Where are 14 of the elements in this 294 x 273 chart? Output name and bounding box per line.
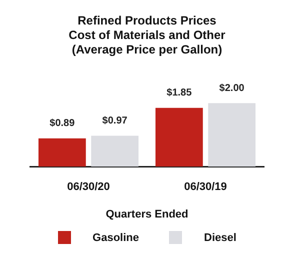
data-label: $2.00 <box>219 82 245 94</box>
bar <box>38 138 86 167</box>
chart-title: Refined Products Prices Cost of Materials and Other (Average Price per Gallon) <box>68 14 226 56</box>
x-tick-label: 06/30/19 <box>184 181 227 194</box>
bar <box>155 108 203 167</box>
legend-label: Diesel <box>204 232 236 244</box>
bar <box>91 136 139 167</box>
data-label: $0.89 <box>50 118 76 130</box>
x-axis-title: Quarters Ended <box>106 208 188 220</box>
data-label: $0.97 <box>102 116 128 127</box>
data-label: $1.85 <box>166 88 192 99</box>
x-tick-label: 06/30/20 <box>67 181 110 194</box>
legend-label: Gasoline <box>92 232 140 244</box>
bar <box>208 103 256 167</box>
